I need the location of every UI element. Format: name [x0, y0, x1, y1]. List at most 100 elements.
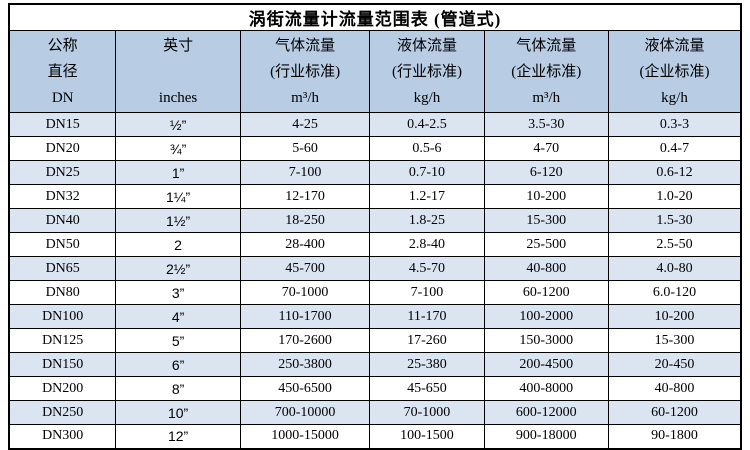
table-row: DN150 6” 250-3800 25-380 200-4500 20-450: [8, 352, 742, 377]
column-header-line: 液体流量: [644, 37, 705, 54]
cell-gas-flow-industry: 18-250: [239, 208, 371, 233]
cell-gas-flow-enterprise: 25-500: [483, 232, 609, 257]
cell-liquid-flow-enterprise: 0.4-7: [607, 136, 742, 161]
cell-inches: 1¼”: [115, 184, 241, 209]
cell-nominal-diameter: DN25: [8, 160, 117, 185]
cell-liquid-flow-industry: 70-1000: [369, 400, 485, 425]
cell-liquid-flow-enterprise: 2.5-50: [607, 232, 742, 257]
table-row: DN15 ½” 4-25 0.4-2.5 3.5-30 0.3-3: [8, 112, 742, 137]
cell-inches: ½”: [115, 112, 241, 137]
cell-nominal-diameter: DN32: [8, 184, 117, 209]
cell-nominal-diameter: DN40: [8, 208, 117, 233]
cell-nominal-diameter: DN250: [8, 400, 117, 425]
column-header-line: (企业标准): [511, 63, 582, 80]
cell-nominal-diameter: DN125: [8, 328, 117, 353]
table-title-row: 涡街流量计流量范围表 (管道式): [8, 3, 742, 31]
cell-liquid-flow-industry: 1.8-25: [369, 208, 485, 233]
cell-liquid-flow-industry: 45-650: [369, 376, 485, 401]
table-row: DN65 2½” 45-700 4.5-70 40-800 4.0-80: [8, 256, 742, 281]
table-row: DN125 5” 170-2600 17-260 150-3000 15-300: [8, 328, 742, 353]
table-row: DN250 10” 700-10000 70-1000 600-12000 60-1200: [8, 400, 742, 425]
column-header-line: 液体流量: [396, 37, 457, 54]
cell-gas-flow-industry: 4-25: [239, 112, 371, 137]
cell-liquid-flow-enterprise: 1.5-30: [607, 208, 742, 233]
cell-gas-flow-enterprise: 10-200: [483, 184, 609, 209]
table-row: DN80 3” 70-1000 7-100 60-1200 6.0-120: [8, 280, 742, 305]
cell-gas-flow-enterprise: 600-12000: [483, 400, 609, 425]
cell-liquid-flow-industry: 0.7-10: [369, 160, 485, 185]
cell-gas-flow-enterprise: 6-120: [483, 160, 609, 185]
cell-inches: 3”: [115, 280, 241, 305]
cell-liquid-flow-enterprise: 20-450: [607, 352, 742, 377]
flow-range-table-page: 涡街流量计流量范围表 (管道式) 公称 直径 DN 英寸 inches 气体流量 (行业标…: [8, 3, 742, 450]
column-header-nominal-diameter: 公称 直径 DN: [8, 30, 117, 113]
table-row: DN100 4” 110-1700 11-170 100-2000 10-200: [8, 304, 742, 329]
cell-inches: ¾”: [115, 136, 241, 161]
table-body: DN15 ½” 4-25 0.4-2.5 3.5-30 0.3-3 DN20 ¾” 5-60 0.…: [8, 112, 742, 449]
column-header-line: inches: [158, 89, 198, 106]
cell-liquid-flow-industry: 1.2-17: [369, 184, 485, 209]
cell-gas-flow-industry: 450-6500: [239, 376, 371, 401]
cell-liquid-flow-industry: 4.5-70: [369, 256, 485, 281]
cell-gas-flow-enterprise: 4-70: [483, 136, 609, 161]
cell-inches: 1½”: [115, 208, 241, 233]
table-row: DN25 1” 7-100 0.7-10 6-120 0.6-12: [8, 160, 742, 185]
column-header-line: 英寸: [163, 37, 194, 54]
cell-liquid-flow-industry: 2.8-40: [369, 232, 485, 257]
cell-gas-flow-enterprise: 200-4500: [483, 352, 609, 377]
column-header-line: kg/h: [661, 89, 688, 106]
cell-nominal-diameter: DN50: [8, 232, 117, 257]
cell-gas-flow-industry: 700-10000: [239, 400, 371, 425]
cell-gas-flow-industry: 45-700: [239, 256, 371, 281]
cell-liquid-flow-enterprise: 6.0-120: [607, 280, 742, 305]
cell-liquid-flow-enterprise: 1.0-20: [607, 184, 742, 209]
cell-gas-flow-industry: 12-170: [239, 184, 371, 209]
column-header-line: (企业标准): [639, 63, 710, 80]
cell-inches: 6”: [115, 352, 241, 377]
flow-range-table: 涡街流量计流量范围表 (管道式) 公称 直径 DN 英寸 inches 气体流量 (行业标…: [8, 3, 742, 450]
column-header-liquid-flow-enterprise: 液体流量 (企业标准) kg/h: [607, 30, 742, 113]
cell-nominal-diameter: DN65: [8, 256, 117, 281]
cell-inches: 10”: [115, 400, 241, 425]
column-header-inches: 英寸 inches: [115, 30, 241, 113]
cell-nominal-diameter: DN150: [8, 352, 117, 377]
cell-liquid-flow-industry: 0.4-2.5: [369, 112, 485, 137]
column-header-line: m³/h: [291, 89, 319, 106]
cell-liquid-flow-enterprise: 4.0-80: [607, 256, 742, 281]
cell-liquid-flow-enterprise: 40-800: [607, 376, 742, 401]
cell-gas-flow-enterprise: 400-8000: [483, 376, 609, 401]
column-header-line: DN: [51, 89, 74, 106]
cell-liquid-flow-industry: 0.5-6: [369, 136, 485, 161]
cell-gas-flow-industry: 7-100: [239, 160, 371, 185]
cell-liquid-flow-enterprise: 0.3-3: [607, 112, 742, 137]
cell-nominal-diameter: DN15: [8, 112, 117, 137]
cell-inches: 5”: [115, 328, 241, 353]
cell-nominal-diameter: DN80: [8, 280, 117, 305]
cell-gas-flow-enterprise: 100-2000: [483, 304, 609, 329]
cell-inches: 1”: [115, 160, 241, 185]
cell-gas-flow-enterprise: 150-3000: [483, 328, 609, 353]
column-header-line: m³/h: [532, 89, 561, 106]
cell-gas-flow-enterprise: 60-1200: [483, 280, 609, 305]
column-header-line: (行业标准): [391, 63, 462, 80]
cell-gas-flow-industry: 70-1000: [239, 280, 371, 305]
cell-inches: 2: [115, 232, 241, 257]
column-header-line: (行业标准): [270, 63, 341, 80]
cell-gas-flow-enterprise: 40-800: [483, 256, 609, 281]
cell-liquid-flow-industry: 25-380: [369, 352, 485, 377]
cell-inches: 8”: [115, 376, 241, 401]
cell-gas-flow-industry: 110-1700: [239, 304, 371, 329]
cell-gas-flow-industry: 250-3800: [239, 352, 371, 377]
cell-gas-flow-industry: 28-400: [239, 232, 371, 257]
cell-gas-flow-industry: 5-60: [239, 136, 371, 161]
column-header-line: [118, 59, 237, 85]
column-header-line: kg/h: [413, 89, 441, 106]
cell-nominal-diameter: DN20: [8, 136, 117, 161]
column-header-gas-flow-enterprise: 气体流量 (企业标准) m³/h: [483, 30, 609, 113]
cell-gas-flow-industry: 170-2600: [239, 328, 371, 353]
cell-liquid-flow-enterprise: 60-1200: [607, 400, 742, 425]
cell-liquid-flow-industry: 11-170: [369, 304, 485, 329]
cell-liquid-flow-enterprise: 0.6-12: [607, 160, 742, 185]
header-row: 公称 直径 DN 英寸 inches 气体流量 (行业标准) m³/h 液体流量 (行业标准) k…: [8, 30, 742, 113]
column-header-line: 气体流量: [516, 37, 577, 54]
